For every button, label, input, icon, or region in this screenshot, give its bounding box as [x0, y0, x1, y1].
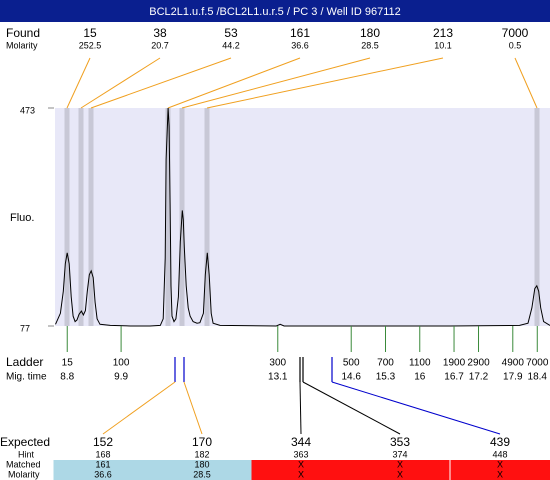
peak-band	[534, 108, 540, 326]
peak-band	[165, 108, 171, 326]
ladder-time: 15.3	[376, 372, 396, 383]
found-connector	[514, 57, 538, 109]
found-connector	[80, 57, 161, 109]
peak-band	[88, 108, 94, 326]
ladder-time: 13.1	[268, 372, 288, 383]
matched-molarity: X	[397, 469, 403, 479]
found-molarity: 44.2	[222, 40, 240, 50]
match-cell	[350, 460, 450, 480]
found-connector	[66, 57, 91, 109]
y-tick-label: 77	[20, 323, 30, 333]
hint-size: 168	[95, 449, 110, 459]
hint-size: 182	[194, 449, 209, 459]
found-size: 213	[433, 26, 453, 40]
ladder-size: 500	[343, 358, 360, 369]
match-cell	[251, 460, 351, 480]
matched-size: X	[497, 459, 503, 469]
peak-band	[64, 108, 70, 326]
hint-size: 448	[492, 449, 507, 459]
matched-molarity: 28.5	[193, 469, 211, 479]
match-cell	[450, 460, 550, 480]
expected-size: 152	[93, 435, 113, 449]
ladder-size: 700	[377, 358, 394, 369]
expected-size: 439	[490, 435, 510, 449]
found-molarity: 10.1	[434, 40, 452, 50]
expected-size: 170	[192, 435, 212, 449]
hint-size: 374	[392, 449, 407, 459]
ladder-time: 16	[414, 372, 426, 383]
hint-size: 363	[293, 449, 308, 459]
matched-size: 161	[95, 459, 110, 469]
expected-connector	[302, 381, 401, 435]
match-cell	[53, 460, 153, 480]
matched-molarity: 36.6	[94, 469, 112, 479]
ladder-time: 17.9	[503, 372, 523, 383]
found-connector	[206, 57, 444, 109]
peak-band	[78, 108, 84, 326]
header-title: BCL2L1.u.f.5 /BCL2L1.u.r.5 / PC 3 / Well…	[149, 6, 401, 18]
found-size: 7000	[502, 26, 529, 40]
ladder-time: 8.8	[60, 372, 74, 383]
found-molarity: 20.7	[151, 40, 169, 50]
y-axis-label: Fluo.	[10, 212, 34, 224]
found-molarity: 28.5	[361, 40, 379, 50]
matched-size: X	[298, 459, 304, 469]
ladder-time: 14.6	[341, 372, 361, 383]
expected-molarity-label: Molarity	[8, 469, 40, 479]
found-connector	[90, 57, 232, 109]
found-connector	[167, 57, 301, 109]
matched-molarity: X	[497, 469, 503, 479]
match-cell	[152, 460, 252, 480]
found-label: Found	[6, 26, 40, 40]
ladder-time: 18.4	[528, 372, 548, 383]
expected-size: 344	[291, 435, 311, 449]
found-molarity-label: Molarity	[6, 40, 38, 50]
mig-time-label: Mig. time	[6, 372, 47, 383]
expected-connector	[102, 381, 176, 435]
found-size: 38	[153, 26, 167, 40]
found-size: 180	[360, 26, 380, 40]
trace	[55, 107, 550, 327]
ladder-size: 300	[269, 358, 286, 369]
expected-connector	[299, 381, 302, 435]
y-tick-label: 473	[20, 105, 35, 115]
ladder-label: Ladder	[6, 355, 43, 369]
ladder-time: 9.9	[114, 372, 128, 383]
peak-band	[204, 108, 210, 326]
matched-molarity: X	[298, 469, 304, 479]
matched-size: 180	[194, 459, 209, 469]
ladder-size: 4900	[502, 358, 525, 369]
found-molarity: 252.5	[79, 40, 102, 50]
matched-size: X	[397, 459, 403, 469]
expected-connector	[183, 381, 203, 435]
expected-connector	[331, 381, 501, 435]
ladder-size: 1900	[443, 358, 466, 369]
hint-label: Hint	[18, 449, 35, 459]
ladder-size: 7000	[526, 358, 549, 369]
ladder-size: 2900	[467, 358, 490, 369]
found-size: 15	[83, 26, 97, 40]
ladder-size: 100	[113, 358, 130, 369]
found-molarity: 0.5	[509, 40, 522, 50]
expected-label: Expected	[0, 435, 50, 449]
found-size: 161	[290, 26, 310, 40]
plot-area	[55, 108, 550, 326]
found-molarity: 36.6	[291, 40, 309, 50]
found-connector	[181, 57, 371, 109]
expected-size: 353	[390, 435, 410, 449]
ladder-time: 16.7	[444, 372, 464, 383]
header-bar	[0, 0, 550, 22]
matched-label: Matched	[6, 459, 41, 469]
ladder-size: 15	[62, 358, 74, 369]
found-size: 53	[224, 26, 238, 40]
ladder-time: 17.2	[469, 372, 489, 383]
ladder-size: 1100	[409, 358, 431, 369]
